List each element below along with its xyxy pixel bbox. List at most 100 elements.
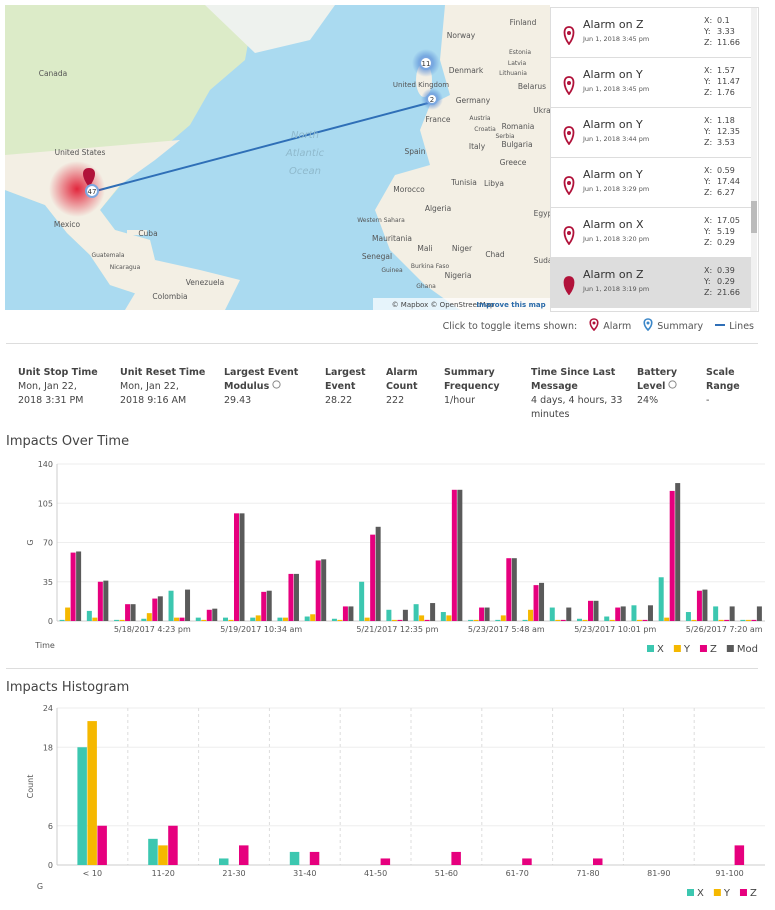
bar [636, 619, 642, 621]
alarm-item[interactable]: Alarm on Y Jun 1, 2018 3:44 pm X: 1.18 Y: 12.… [551, 108, 751, 158]
scrollbar-thumb[interactable] [750, 201, 757, 233]
y-tick-label: 18 [43, 743, 53, 752]
map-label: Atlantic [285, 148, 325, 159]
bar [620, 606, 626, 621]
x-tick-label: < 10 [83, 869, 102, 878]
bar [685, 612, 691, 621]
bar [168, 825, 178, 865]
bar [359, 581, 365, 621]
alarm-date: Jun 1, 2018 3:19 pm [583, 285, 650, 293]
y-tick-label: 140 [38, 460, 53, 469]
map-label: Belarus [518, 82, 546, 91]
pin-dot [567, 31, 571, 35]
improve-link[interactable]: Improve this map [476, 301, 545, 309]
alarm-item[interactable]: Alarm on Y Jun 1, 2018 3:45 pm X: 1.57 Y: 11.… [551, 58, 751, 108]
bar [152, 598, 158, 621]
bar [734, 845, 745, 865]
toggle-lines[interactable]: Lines [729, 321, 754, 332]
alarm-item[interactable]: Alarm on Y Jun 1, 2018 3:29 pm X: 0.59 Y: 17.… [551, 158, 751, 208]
land [205, 5, 335, 53]
alarm-item[interactable]: Alarm on X Jun 1, 2018 3:20 pm X: 17.05 Y: 5.… [551, 208, 751, 258]
bar [566, 607, 572, 621]
bar [250, 617, 256, 621]
alarm-icon[interactable] [588, 318, 600, 332]
summary-icon[interactable] [642, 318, 654, 332]
bar [402, 609, 408, 621]
map-label: Cuba [138, 229, 157, 238]
bar [500, 615, 506, 621]
bar [669, 490, 675, 621]
map-label: Senegal [362, 252, 392, 261]
stat-label: Scale Range [706, 367, 740, 392]
legend-swatch [713, 889, 721, 896]
map-label: North [291, 130, 319, 141]
map-label: Ghana [416, 283, 436, 290]
attribution: © Mapbox © OpenStreetMap [392, 301, 495, 309]
cluster[interactable] [419, 56, 433, 70]
bar [724, 619, 730, 621]
map-label: Italy [469, 142, 486, 151]
map-label: Spain [405, 147, 426, 156]
lines-icon[interactable] [714, 321, 726, 329]
map-label: Western Sahara [357, 217, 405, 224]
bar [675, 483, 681, 621]
alarm-icon [563, 26, 575, 45]
info-icon [272, 380, 281, 389]
cluster-count: 11 [422, 60, 431, 68]
toggle-alarm[interactable]: Alarm [603, 321, 632, 332]
toggle-row: Click to toggle items shown: Alarm Summa… [0, 318, 754, 332]
map-label: United Kingdom [393, 81, 449, 89]
axis-label: Y: [704, 127, 711, 136]
bar [255, 615, 261, 621]
toggle-summary[interactable]: Summary [657, 321, 704, 332]
bar [430, 603, 436, 621]
bar [539, 582, 545, 621]
alarm-item[interactable]: Alarm on Z Jun 1, 2018 3:19 pm X: 0.39 Y: 0.2… [551, 258, 751, 308]
bar [457, 489, 463, 621]
bar [168, 590, 174, 621]
stat-label: Time Since Last Message [531, 367, 616, 392]
bar [65, 607, 71, 621]
map-label: Norway [447, 31, 476, 40]
bar [87, 721, 97, 865]
map-label: Colombia [152, 292, 187, 301]
axis-value: 1.76 [717, 88, 735, 97]
axis-label: Y: [704, 177, 711, 186]
map-label: Guinea [381, 267, 403, 274]
axis-label: X: [704, 116, 713, 125]
bar [266, 590, 272, 621]
bar [577, 618, 582, 621]
bar [146, 613, 152, 621]
bar [321, 559, 327, 621]
legend-swatch [687, 889, 694, 896]
alarm-item[interactable]: Alarm on Z Jun 1, 2018 3:45 pm X: 0.1 Y: 3.33… [551, 8, 751, 58]
bar [740, 619, 746, 621]
scrollbar-track [750, 8, 757, 311]
cluster[interactable] [426, 93, 438, 105]
bar [86, 610, 92, 621]
stat-value: 4 days, 4 hours, 33 minutes [531, 395, 623, 420]
cluster[interactable] [85, 184, 99, 198]
x-tick-label: 5/23/2017 5:48 am [468, 625, 545, 634]
pin-dot [567, 131, 571, 135]
bar [696, 590, 702, 621]
alarm-pin[interactable] [83, 168, 95, 187]
bar [756, 606, 762, 621]
x-tick-label: 5/23/2017 10:01 pm [574, 625, 656, 634]
stat-value: Mon, Jan 22, 2018 9:16 AM [120, 381, 187, 406]
info-icon [668, 380, 677, 389]
bar [604, 616, 610, 621]
map-label: Austria [469, 115, 491, 122]
attribution-bg [373, 298, 550, 310]
x-tick-label: 5/26/2017 7:20 am [686, 625, 763, 634]
bar [304, 616, 310, 621]
map[interactable]: Canada United States Mexico Cuba Guatema… [5, 5, 550, 310]
x-axis-label: Time [34, 641, 55, 650]
map-label: Canada [39, 69, 68, 78]
map-label: Tunisia [450, 178, 477, 187]
stat-value: 24% [637, 395, 659, 406]
bar [451, 851, 461, 865]
map-label: Nigeria [445, 271, 472, 280]
bar [506, 558, 512, 621]
